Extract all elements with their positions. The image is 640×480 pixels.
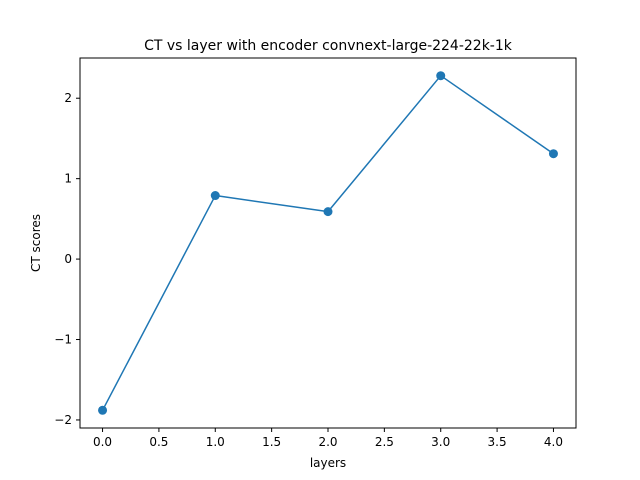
- y-tick-label: 0: [64, 252, 72, 266]
- y-tick-label: 2: [64, 91, 72, 105]
- data-point: [323, 207, 333, 217]
- data-point: [98, 405, 108, 415]
- y-tick-label: −2: [54, 413, 72, 427]
- x-tick-label: 3.0: [431, 435, 450, 449]
- x-tick-label: 1.5: [262, 435, 281, 449]
- y-axis-ticks: −2 −1 0 1 2: [54, 91, 80, 427]
- data-point: [548, 149, 558, 159]
- y-tick-label: −1: [54, 333, 72, 347]
- x-tick-label: 1.0: [206, 435, 225, 449]
- y-tick-label: 1: [64, 172, 72, 186]
- x-tick-label: 0.0: [93, 435, 112, 449]
- x-tick-label: 4.0: [544, 435, 563, 449]
- x-tick-label: 2.0: [318, 435, 337, 449]
- y-axis-label: CT scores: [29, 214, 43, 272]
- series-layer: [98, 71, 558, 415]
- chart-title: CT vs layer with encoder convnext-large-…: [144, 38, 513, 54]
- x-tick-label: 0.5: [149, 435, 168, 449]
- data-point: [436, 71, 446, 81]
- x-axis-label: layers: [310, 456, 346, 470]
- x-tick-label: 3.5: [488, 435, 507, 449]
- x-axis-ticks: 0.0 0.5 1.0 1.5 2.0 2.5 3.0 3.5 4.0: [93, 428, 563, 449]
- data-point: [210, 191, 220, 201]
- x-tick-label: 2.5: [375, 435, 394, 449]
